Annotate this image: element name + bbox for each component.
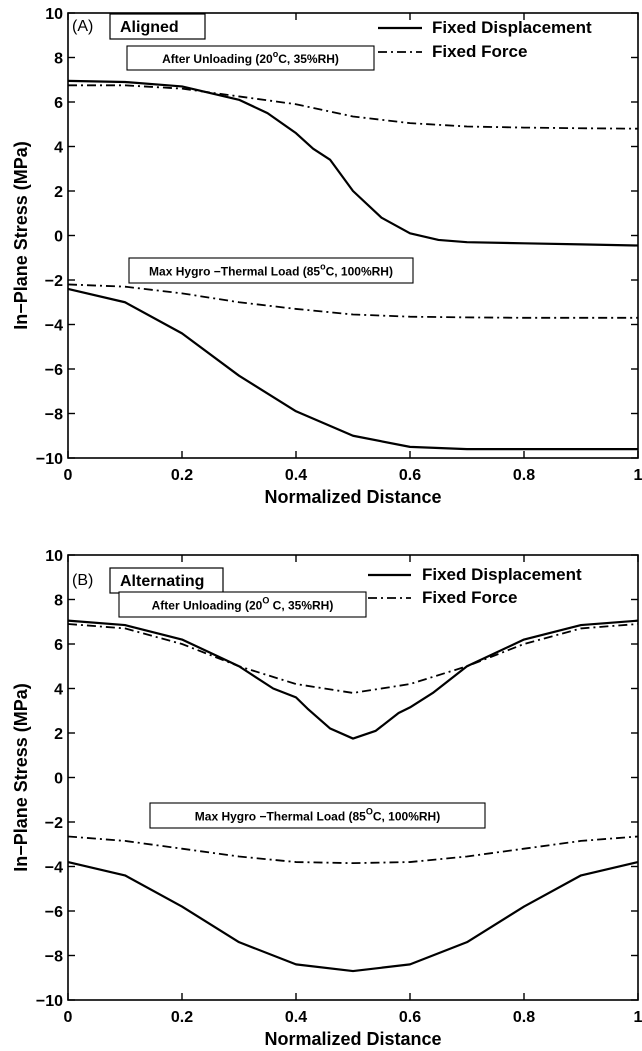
x-tick-label: 1	[634, 467, 642, 484]
legend-label-fixed-displacement: Fixed Displacement	[422, 565, 582, 584]
annotation-box	[128, 257, 414, 284]
annotation-text: Max Hygro −Thermal Load (85	[195, 810, 366, 824]
x-tick-label: 0.2	[171, 467, 193, 484]
y-tick-label: 6	[54, 637, 63, 654]
plot-frame	[67, 12, 639, 459]
y-tick-label: 6	[54, 95, 63, 112]
y-tick-label: 10	[45, 548, 63, 565]
y-tick-label: 0	[54, 771, 63, 788]
y-tick-label: 8	[54, 593, 63, 610]
annotation-box	[149, 802, 486, 829]
x-tick-label: 0.8	[513, 1009, 535, 1026]
y-tick-label: −6	[45, 362, 63, 379]
legend-label-fixed-force: Fixed Force	[432, 42, 527, 61]
panel-title: Alternating	[120, 573, 204, 590]
y-tick-label: −8	[45, 949, 63, 966]
annotation-text: After Unloading (20	[162, 52, 273, 66]
y-tick-label: 8	[54, 51, 63, 68]
x-tick-label: 0.8	[513, 467, 535, 484]
annotation-text: C, 35%RH)	[278, 52, 339, 66]
x-tick-label: 0.6	[399, 467, 421, 484]
annotation-text: C, 35%RH)	[269, 599, 333, 613]
series-line-fixed-displacement	[67, 860, 639, 973]
y-tick-label: −8	[45, 407, 63, 424]
annotation-text: After Unloading (20	[152, 599, 263, 613]
panel-title: Aligned	[120, 19, 179, 36]
y-tick-label: −10	[36, 451, 63, 468]
degree-superscript: O	[262, 596, 269, 606]
x-axis-label: Normalized Distance	[264, 1029, 441, 1049]
y-tick-label: 2	[54, 726, 63, 743]
y-tick-label: −4	[45, 860, 63, 877]
series-line-fixed-force	[67, 835, 639, 865]
x-tick-label: 0.4	[285, 467, 307, 484]
panel-tag: (A)	[72, 18, 93, 35]
legend-label-fixed-displacement: Fixed Displacement	[432, 18, 592, 37]
legend-label-fixed-force: Fixed Force	[422, 588, 517, 607]
y-axis-label: In−Plane Stress (MPa)	[11, 683, 31, 872]
x-tick-label: 0.6	[399, 1009, 421, 1026]
y-tick-label: 0	[54, 229, 63, 246]
x-tick-label: 0.4	[285, 1009, 307, 1026]
series-line-fixed-force	[67, 623, 639, 694]
annotation-label: After Unloading (20O C, 35%RH)	[152, 596, 334, 613]
chart-panel-b: −10 −8 −6 −4 −2 0 2 4 6 8 10 0 0.2 0.4 0.6 0.8 1 Normaliz…	[11, 548, 642, 1049]
series-line-fixed-displacement	[67, 619, 639, 740]
series-line-fixed-force	[67, 283, 638, 319]
annotation-box	[118, 591, 367, 618]
y-tick-label: 4	[54, 140, 63, 157]
y-tick-label: −4	[45, 318, 63, 335]
y-tick-label: −6	[45, 904, 63, 921]
annotation-label: Max Hygro −Thermal Load (85oC, 100%RH)	[149, 262, 393, 279]
x-axis-label: Normalized Distance	[264, 487, 441, 507]
plot-frame	[67, 554, 639, 1001]
chart-panel-a: −10 −8 −6 −4 −2 0 2 4 6 8 10 0 0.2 0.4 0.6 0.8 1 Normaliz…	[11, 6, 642, 507]
annotation-label: Max Hygro −Thermal Load (85OC, 100%RH)	[195, 807, 440, 824]
x-tick-label: 1	[634, 1009, 642, 1026]
x-tick-label: 0	[64, 467, 73, 484]
series-line-fixed-force	[68, 84, 639, 130]
y-axis-label: In−Plane Stress (MPa)	[11, 141, 31, 330]
x-tick-label: 0.2	[171, 1009, 193, 1026]
y-tick-label: 4	[54, 682, 63, 699]
y-tick-label: −2	[45, 815, 63, 832]
annotation-box	[126, 45, 375, 71]
degree-superscript: O	[366, 807, 373, 817]
y-tick-label: 10	[45, 6, 63, 23]
annotation-text: C, 100%RH)	[326, 265, 393, 279]
x-tick-label: 0	[64, 1009, 73, 1026]
series-line-fixed-displacement	[67, 79, 639, 247]
y-tick-label: 2	[54, 184, 63, 201]
annotation-label: After Unloading (20oC, 35%RH)	[162, 49, 339, 66]
panel-title-box	[109, 13, 206, 40]
annotation-text: Max Hygro −Thermal Load (85	[149, 265, 320, 279]
panel-tag: (B)	[72, 572, 93, 589]
annotation-text: C, 100%RH)	[373, 810, 440, 824]
degree-superscript: o	[273, 49, 279, 59]
y-tick-label: −2	[45, 273, 63, 290]
y-tick-label: −10	[36, 993, 63, 1010]
degree-superscript: o	[320, 262, 326, 272]
series-line-fixed-displacement	[67, 287, 638, 451]
